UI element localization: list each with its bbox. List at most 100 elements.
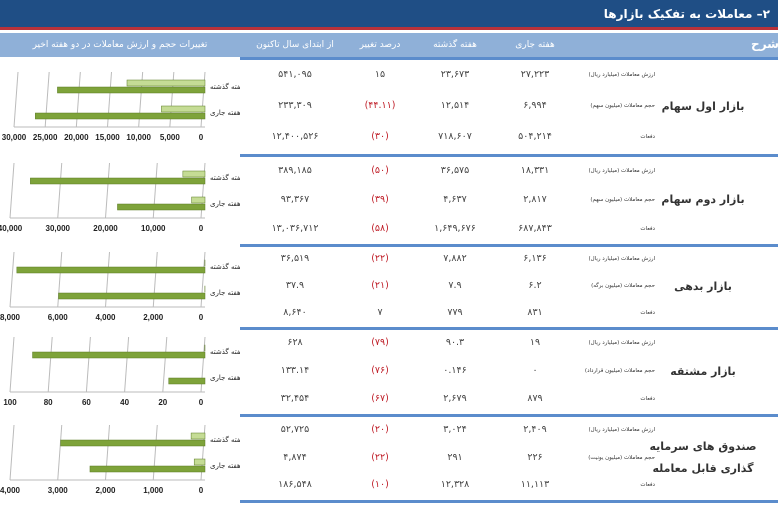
cell-current: ۲,۴۰۹ <box>523 423 547 435</box>
gridline <box>57 162 63 219</box>
cell-lbl: حجم معاملات (میلیون سهم) <box>590 196 655 203</box>
table-header: شرح هفته جاری هفته گذشته درصد تغییر از ا… <box>240 33 778 57</box>
cell-lbl: حجم معاملات (میلیون قرارداد) <box>584 368 655 374</box>
category-label: هفته گذشته <box>210 262 240 271</box>
cell-pct: ۷ <box>377 306 383 318</box>
tick-label: 4,000 <box>95 313 116 322</box>
table-row: ارزش معاملات (میلیارد ریال) ۲۷,۲۲۳ ۲۳,۶۷۳ ۱… <box>240 67 778 83</box>
table-row: حجم معاملات (میلیون برگه) ۶.۲ ۷.۹ (۲۱) ۳۷.۹ <box>240 278 778 294</box>
category-label: هفته جاری <box>210 462 240 470</box>
cell-last: ۷,۸۸۲ <box>443 253 467 265</box>
cell-pct: (۲۲) <box>371 451 389 463</box>
cell-lbl: ارزش معاملات (میلیارد ریال) <box>588 340 656 346</box>
header-ytd: از ابتدای سال تاکنون <box>256 40 334 50</box>
cell-pct: (۲۱) <box>371 280 389 291</box>
cell-ytd: ۶۲۸ <box>287 337 303 348</box>
table-row: حجم معاملات (میلیون سهم) ۲,۸۱۷ ۴,۶۳۷ (۳۹) ۹۳… <box>240 192 778 208</box>
category-label: هفته جاری <box>210 289 240 297</box>
cell-ytd: ۳۸۹,۱۸۵ <box>278 164 312 176</box>
category-label: هفته جاری <box>210 109 240 117</box>
tick-label: 2,000 <box>143 313 164 322</box>
category-label: هفته گذشته <box>210 347 240 356</box>
tick-label: 30,000 <box>46 224 71 233</box>
cell-current: ۸۷۹ <box>527 393 543 404</box>
cell-lbl: حجم معاملات (میلیون برگه) <box>591 283 655 289</box>
cell-current: ۶,۱۳۶ <box>523 253 547 265</box>
cell-ytd: ۴,۸۷۴ <box>283 451 307 463</box>
cell-pct: ۱۵ <box>374 68 386 80</box>
tick-label: 0 <box>199 313 204 322</box>
cell-lbl: ارزش معاملات (میلیارد ریال) <box>588 71 656 78</box>
gridline <box>47 336 53 393</box>
cell-ytd: ۹۳,۳۶۷ <box>280 193 310 205</box>
bar-value <box>58 292 206 300</box>
cell-pct: (۵۰) <box>371 164 389 176</box>
tick-label: 10,000 <box>126 133 151 142</box>
cell-last: ۷.۹ <box>448 280 462 291</box>
table-row: دفعات ۶۸۷,۸۴۳ ۱,۶۴۹,۶۷۶ (۵۸) ۱۳,۰۳۶,۷۱۲ <box>240 221 778 237</box>
gridline <box>9 424 15 481</box>
market-section: صندوق های سرمایه گذاری قابل معامله ارزش م… <box>240 417 778 503</box>
section-title-bar: ۲– معاملات به تفکیک بازارها <box>0 0 778 30</box>
table-row: حجم معاملات (میلیون یونیت) ۲۲۶ ۲۹۱ (۲۲) ۴,۸۷… <box>240 450 778 466</box>
cell-ytd: ۳۶,۵۱۹ <box>280 253 310 265</box>
cell-last: ۳۶,۵۷۵ <box>440 164 470 176</box>
tick-label: 80 <box>44 398 53 407</box>
gridline <box>13 71 19 128</box>
market-section: بازار اول سهام ارزش معاملات (میلیارد ریال… <box>240 60 778 157</box>
cell-ytd: ۱۳۳.۱۴ <box>280 365 310 376</box>
tick-label: 20,000 <box>93 224 118 233</box>
section-divider <box>240 327 778 330</box>
cell-lbl: حجم معاملات (میلیون یونیت) <box>588 454 655 461</box>
tick-label: 2,000 <box>95 486 116 495</box>
tick-label: 0 <box>199 486 204 495</box>
bar-chart: 40,000 30,000 20,000 10,000 0 هفته گذشته هفته … <box>0 162 240 233</box>
bar-chart: 100 80 60 40 20 0 هفته گذشته هفته جاری <box>3 336 240 407</box>
cell-current: ۲,۸۱۷ <box>523 193 547 205</box>
tick-label: 25,000 <box>33 133 58 142</box>
cell-last: ۴,۶۳۷ <box>443 193 467 205</box>
cell-pct: (۳۰) <box>371 131 389 143</box>
charts: 30,000 25,000 20,000 15,000 10,000 5,000 0 هفته… <box>0 71 240 495</box>
cell-lbl: دفعات <box>640 134 655 141</box>
cell-ytd: ۵۴۱,۰۹۵ <box>278 68 312 80</box>
tick-label: 5,000 <box>160 133 181 142</box>
bar-value <box>57 86 206 94</box>
tick-label: 15,000 <box>95 133 120 142</box>
cell-last: ۱۲,۳۲۸ <box>440 479 470 491</box>
cell-lbl: دفعات <box>640 309 655 316</box>
cell-pct: (۳۹) <box>371 193 389 205</box>
market-section: بازار بدهی ارزش معاملات (میلیارد ریال) ۶,۱… <box>240 247 778 330</box>
cell-ytd: ۳۲,۴۵۴ <box>280 393 310 404</box>
category-label: هفته گذشته <box>210 173 240 182</box>
market-section: بازار مشتقه ارزش معاملات (میلیارد ریال) ۱۹… <box>240 330 778 417</box>
cell-ytd: ۱۸۶,۵۴۸ <box>278 479 312 491</box>
market-name: بازار دوم سهام <box>661 193 745 206</box>
tick-label: 40,000 <box>0 224 23 233</box>
bar-value <box>35 112 206 120</box>
tick-label: 40 <box>120 398 129 407</box>
table-row: حجم معاملات (میلیون سهم) ۶,۹۹۴ ۱۲,۵۱۴ (۴۴.۱… <box>240 98 778 114</box>
cell-lbl: دفعات <box>640 482 655 489</box>
gridline <box>124 336 130 393</box>
cell-last: ۲,۶۷۹ <box>443 393 467 404</box>
cell-ytd: ۵۲,۷۲۵ <box>280 423 310 435</box>
chart-header-label: تغییرات حجم و ارزش معاملات در دو هفته اخ… <box>32 40 208 50</box>
cell-lbl: دفعات <box>640 225 655 232</box>
cell-last: ۳,۰۲۴ <box>443 423 467 435</box>
cell-pct: (۲۰) <box>371 423 389 435</box>
table-row: دفعات ۸۳۱ ۷۷۹ ۷ ۸,۶۴۰ <box>240 305 778 321</box>
tick-label: 0 <box>199 398 204 407</box>
cell-last: ۰.۱۴۶ <box>443 365 467 376</box>
gridline <box>9 336 15 393</box>
cell-pct: (۲۲) <box>371 253 389 265</box>
market-name: بازار مشتقه <box>670 364 736 378</box>
cell-current: ۶.۲ <box>528 280 542 291</box>
bar-volume <box>161 105 206 113</box>
cell-current: ۸۳۱ <box>527 306 543 318</box>
gridline <box>9 251 15 308</box>
category-label: هفته جاری <box>210 200 240 208</box>
bar-value <box>168 377 206 385</box>
tick-label: 3,000 <box>48 486 69 495</box>
tick-label: 60 <box>82 398 91 407</box>
